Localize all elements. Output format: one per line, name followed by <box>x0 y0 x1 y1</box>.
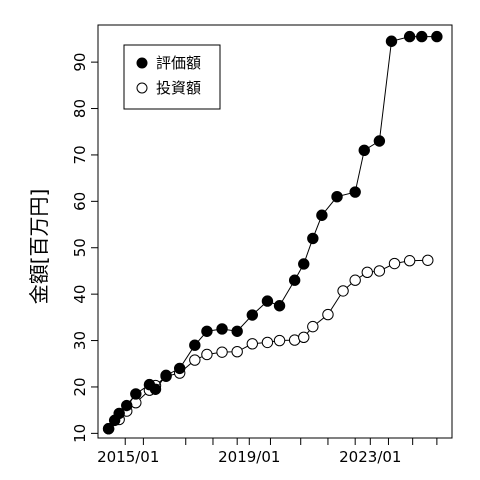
data-point <box>173 362 186 375</box>
data-point <box>403 30 416 43</box>
data-point <box>261 295 274 307</box>
data-point <box>246 309 259 321</box>
legend-marker-filled-circle <box>136 57 148 69</box>
data-point <box>261 336 274 349</box>
data-point <box>121 399 133 412</box>
legend-label-1: 投資額 <box>156 79 201 97</box>
data-point <box>322 308 334 321</box>
data-point <box>160 369 172 382</box>
data-point <box>201 348 213 361</box>
y-axis-label: 金額[百万円] <box>27 189 51 305</box>
y-tick-label: 10 <box>71 424 89 443</box>
data-point <box>307 320 319 333</box>
data-point <box>102 423 115 435</box>
data-point <box>307 232 319 245</box>
y-tick-label: 60 <box>71 192 89 211</box>
data-point <box>422 254 434 266</box>
data-point <box>298 258 310 270</box>
data-point <box>189 354 201 366</box>
y-tick-label: 80 <box>71 99 89 118</box>
data-point <box>130 388 142 400</box>
y-tick-label: 50 <box>71 238 89 257</box>
x-tick-label: 2015/01 <box>97 448 159 466</box>
data-point <box>416 30 428 43</box>
data-point <box>273 300 286 312</box>
data-point <box>246 338 259 350</box>
y-tick-label: 70 <box>71 145 89 164</box>
data-point <box>349 274 361 286</box>
plot-area <box>102 30 443 435</box>
y-axis: 10 20 30 40 50 60 70 80 90 <box>71 53 98 443</box>
data-point <box>149 383 162 395</box>
legend-box <box>123 44 221 110</box>
series-line-0 <box>108 36 437 430</box>
data-point <box>273 334 286 347</box>
data-point <box>216 323 228 335</box>
data-point <box>403 255 416 267</box>
x-axis: 2015/01 2019/01 2023/01 <box>97 438 438 466</box>
data-point <box>349 186 361 198</box>
data-point <box>373 265 386 277</box>
y-tick-label: 30 <box>71 331 89 350</box>
legend: 評価額 投資額 <box>123 44 221 110</box>
data-point <box>316 209 328 221</box>
data-point <box>358 144 370 156</box>
data-point <box>231 325 243 337</box>
data-point <box>388 257 401 270</box>
data-point <box>373 135 386 147</box>
axes <box>97 24 453 439</box>
y-tick-label: 40 <box>71 285 89 304</box>
data-point <box>216 346 228 358</box>
data-point <box>189 339 201 351</box>
data-point <box>231 345 243 358</box>
data-point <box>113 407 125 420</box>
data-point <box>288 274 301 286</box>
x-tick-label: 2023/01 <box>339 448 401 466</box>
legend-marker-open-circle <box>136 82 148 94</box>
data-point <box>337 285 349 297</box>
data-point <box>361 266 373 279</box>
data-point <box>385 35 398 47</box>
data-point <box>431 30 443 43</box>
x-tick-label: 2019/01 <box>218 448 280 466</box>
legend-label-0: 評価額 <box>156 54 201 72</box>
data-point <box>201 325 213 337</box>
data-point <box>298 331 310 344</box>
data-point <box>331 190 343 203</box>
y-tick-label: 90 <box>71 53 89 72</box>
plot-frame <box>97 24 453 439</box>
y-tick-label: 20 <box>71 377 89 396</box>
